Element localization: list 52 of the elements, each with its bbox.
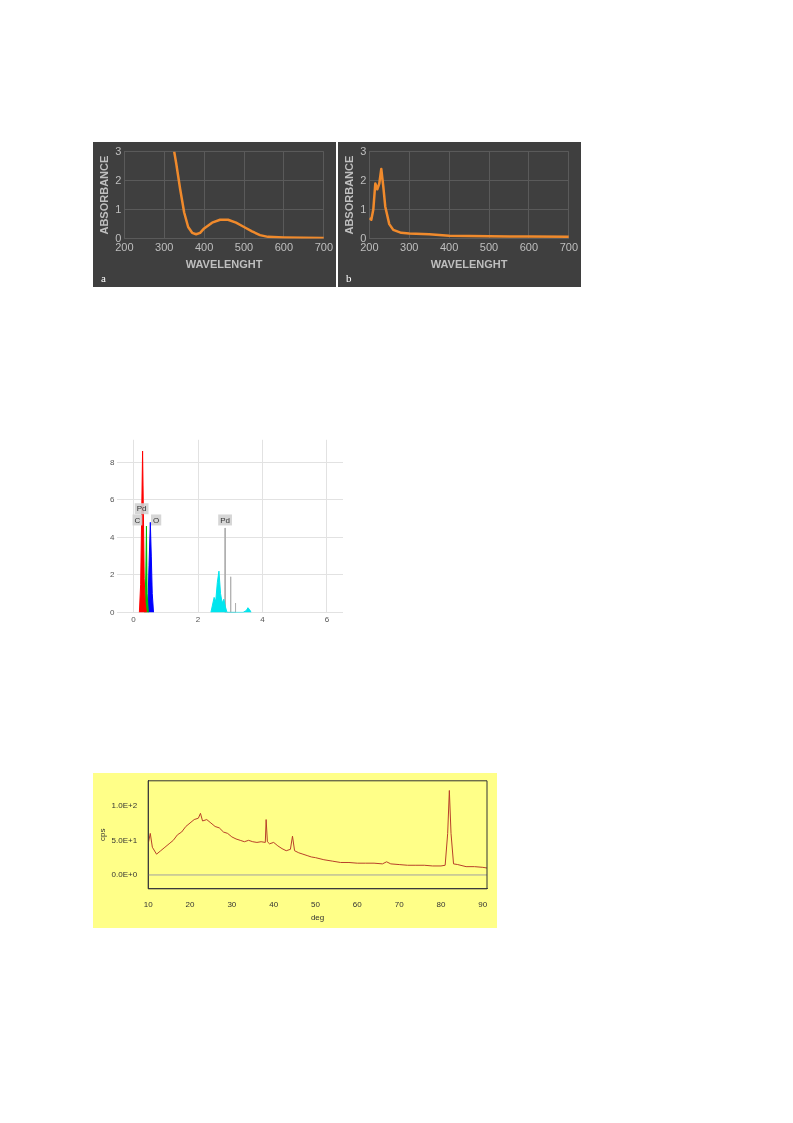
- y-tick-label: 0: [360, 231, 367, 244]
- x-tick-label: 400: [439, 241, 459, 254]
- x-axis-title: deg: [310, 913, 325, 923]
- x-tick-label: 700: [559, 241, 578, 254]
- y-axis-title: ABSORBANCE: [97, 155, 110, 235]
- y-tick-label: 0: [110, 607, 115, 617]
- y-tick-label: 1: [115, 202, 122, 215]
- y-axis-title: cps: [98, 828, 107, 842]
- text: b: [346, 272, 352, 284]
- annotation: Pd: [220, 515, 230, 525]
- x-tick-label: 40: [269, 899, 279, 909]
- y-axis-title: ABSORBANCE: [342, 155, 355, 235]
- y-tick-label: 2: [115, 173, 122, 186]
- y-tick-label: 3: [360, 144, 367, 157]
- x-tick-label: 500: [479, 241, 499, 254]
- annotation: Pd: [136, 504, 147, 514]
- x-tick-label: 400: [194, 241, 214, 254]
- y-tick-label: 0.0E+0: [111, 870, 138, 880]
- x-tick-label: 30: [227, 899, 237, 909]
- x-tick-label: 4: [260, 615, 266, 625]
- x-tick-label: 700: [314, 241, 333, 254]
- y-tick-label: 5.0E+1: [111, 835, 138, 845]
- y-tick-label: 6: [110, 495, 115, 505]
- y-tick-label: 8: [110, 457, 115, 467]
- x-tick-label: 6: [324, 615, 330, 625]
- x-axis-title: WAVELENGHT: [185, 258, 263, 271]
- y-tick-label: 1: [360, 202, 367, 215]
- x-tick-label: 2: [195, 615, 201, 625]
- x-tick-label: 80: [436, 899, 446, 909]
- x-tick-label: 300: [400, 241, 419, 254]
- y-tick-label: 1.0E+2: [111, 800, 138, 810]
- x-tick-label: 200: [360, 241, 379, 254]
- x-tick-label: 70: [394, 899, 405, 909]
- x-tick-label: 600: [519, 241, 539, 254]
- x-tick-label: 600: [274, 241, 294, 254]
- x-tick-label: 500: [234, 241, 254, 254]
- annotation: C: [134, 515, 141, 525]
- y-tick-label: 2: [110, 570, 115, 580]
- x-tick-label: 60: [352, 899, 363, 909]
- y-tick-label: 2: [360, 173, 367, 186]
- y-tick-label: 3: [115, 144, 122, 157]
- text: a: [101, 272, 106, 284]
- x-tick-label: 90: [478, 899, 488, 909]
- x-axis-title: WAVELENGHT: [430, 258, 508, 271]
- y-tick-label: 4: [110, 532, 115, 542]
- x-tick-label: 20: [185, 899, 195, 909]
- x-tick-label: 10: [143, 899, 154, 909]
- x-tick-label: 200: [115, 241, 134, 254]
- x-tick-label: 50: [311, 899, 321, 909]
- x-tick-label: 300: [155, 241, 174, 254]
- y-tick-label: 0: [115, 231, 122, 244]
- annotation: O: [153, 515, 160, 525]
